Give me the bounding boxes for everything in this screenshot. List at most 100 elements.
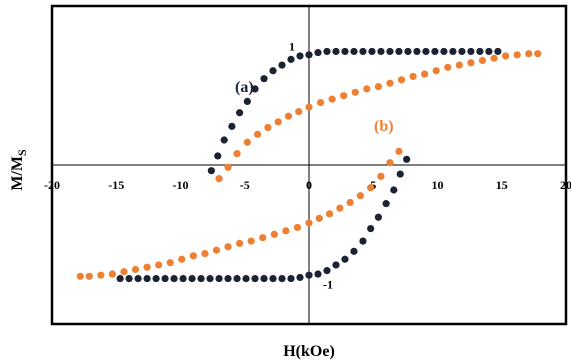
data-point-series-a (228, 122, 236, 130)
data-point-series-a (494, 47, 502, 56)
y-axis-title-main: M/M (9, 156, 26, 191)
data-point-series-b (233, 150, 241, 158)
data-point-series-b (305, 103, 313, 111)
data-point-series-b (374, 83, 382, 91)
data-point-series-a (251, 274, 259, 283)
data-point-series-b (295, 108, 303, 116)
data-point-series-b (367, 184, 375, 192)
y-axis-title: M/MS (9, 149, 29, 191)
x-tick-labels: -20 -15 -10 -5 0 5 10 15 20 (44, 178, 571, 192)
data-point-series-b (444, 63, 452, 71)
data-point-series-b (525, 50, 533, 58)
data-point-series-b (143, 263, 151, 271)
data-point-series-a (314, 48, 322, 57)
data-point-series-a (233, 274, 241, 283)
data-point-series-a (485, 47, 493, 56)
data-point-series-a (305, 271, 313, 279)
data-point-series-b (166, 259, 174, 267)
data-point-series-b (377, 172, 385, 180)
x-tick-label: 15 (496, 178, 508, 192)
data-point-series-a (350, 247, 358, 255)
data-point-series-b (224, 243, 232, 251)
data-point-series-a (243, 97, 251, 105)
data-point-series-b (356, 192, 364, 200)
data-point-series-b (315, 214, 323, 222)
data-point-series-a (341, 47, 349, 56)
data-point-series-b (395, 147, 403, 155)
data-point-series-b (346, 198, 354, 207)
y-tick-labels: 1 -1 (289, 39, 333, 291)
data-point-series-a (377, 47, 385, 56)
data-point-series-b (264, 123, 272, 132)
data-point-series-a (197, 274, 205, 283)
data-point-series-b (316, 98, 325, 107)
data-point-series-a (314, 270, 322, 278)
data-point-series-b (120, 268, 128, 276)
data-point-series-a (359, 237, 367, 245)
x-tick-label: 5 (370, 178, 376, 192)
data-point-series-a (143, 274, 151, 283)
data-point-series-a (386, 47, 394, 56)
data-point-series-b (155, 261, 163, 269)
data-point-series-a (269, 67, 277, 75)
data-point-series-b (478, 56, 487, 65)
data-point-series-a (323, 47, 331, 56)
data-point-series-a (188, 274, 196, 283)
data-point-series-a (422, 47, 430, 56)
data-point-series-b (247, 237, 255, 245)
data-point-series-a (278, 61, 286, 69)
data-point-series-a (305, 51, 313, 59)
data-point-series-b (336, 204, 344, 212)
x-tick-label: -15 (108, 178, 124, 192)
data-point-series-b (351, 88, 359, 96)
data-point-series-a (224, 274, 232, 283)
data-point-series-a (467, 47, 475, 56)
data-point-series-b (432, 67, 440, 75)
data-point-series-b (363, 85, 371, 93)
data-point-series-b (534, 50, 542, 58)
data-point-series-a (374, 213, 382, 221)
data-point-series-b (305, 219, 313, 227)
data-point-series-b (236, 239, 244, 247)
data-point-series-a (278, 274, 286, 283)
data-point-series-a (207, 167, 215, 175)
x-tick-label: -5 (240, 178, 250, 192)
data-point-series-b (215, 175, 223, 183)
data-point-series-b (284, 112, 293, 120)
data-point-series-a (214, 152, 222, 160)
data-point-series-b (108, 270, 116, 278)
data-point-series-b (513, 51, 521, 59)
data-point-series-a (449, 47, 457, 56)
data-point-series-a (323, 267, 331, 275)
data-point-series-b (270, 230, 278, 238)
data-point-series-a (260, 75, 268, 83)
data-point-series-a (134, 274, 142, 283)
y-tick-label: 1 (289, 39, 295, 53)
data-point-series-a (125, 274, 133, 283)
data-point-series-b (259, 234, 267, 242)
data-point-series-a (179, 274, 187, 283)
x-tick-label: 20 (560, 178, 571, 192)
data-point-series-b (178, 255, 186, 263)
data-point-series-a (296, 52, 304, 60)
data-point-series-a (251, 85, 259, 93)
data-point-series-b (386, 79, 394, 87)
data-point-series-a (413, 47, 421, 56)
data-point-series-b (76, 272, 84, 280)
data-point-series-a (359, 47, 367, 56)
data-point-series-a (220, 136, 228, 144)
data-point-series-a (170, 274, 178, 283)
data-point-series-b (243, 138, 251, 146)
data-point-series-a (332, 47, 340, 56)
data-point-series-a (236, 109, 244, 117)
data-point-series-b (293, 223, 302, 232)
data-points (76, 47, 542, 283)
data-point-series-a (242, 274, 250, 283)
data-point-series-b (224, 163, 232, 171)
data-point-series-a (287, 55, 295, 63)
x-tick-label: -10 (173, 178, 189, 192)
data-point-series-b (421, 70, 429, 78)
data-point-series-a (116, 274, 124, 283)
data-point-series-a (367, 225, 375, 233)
